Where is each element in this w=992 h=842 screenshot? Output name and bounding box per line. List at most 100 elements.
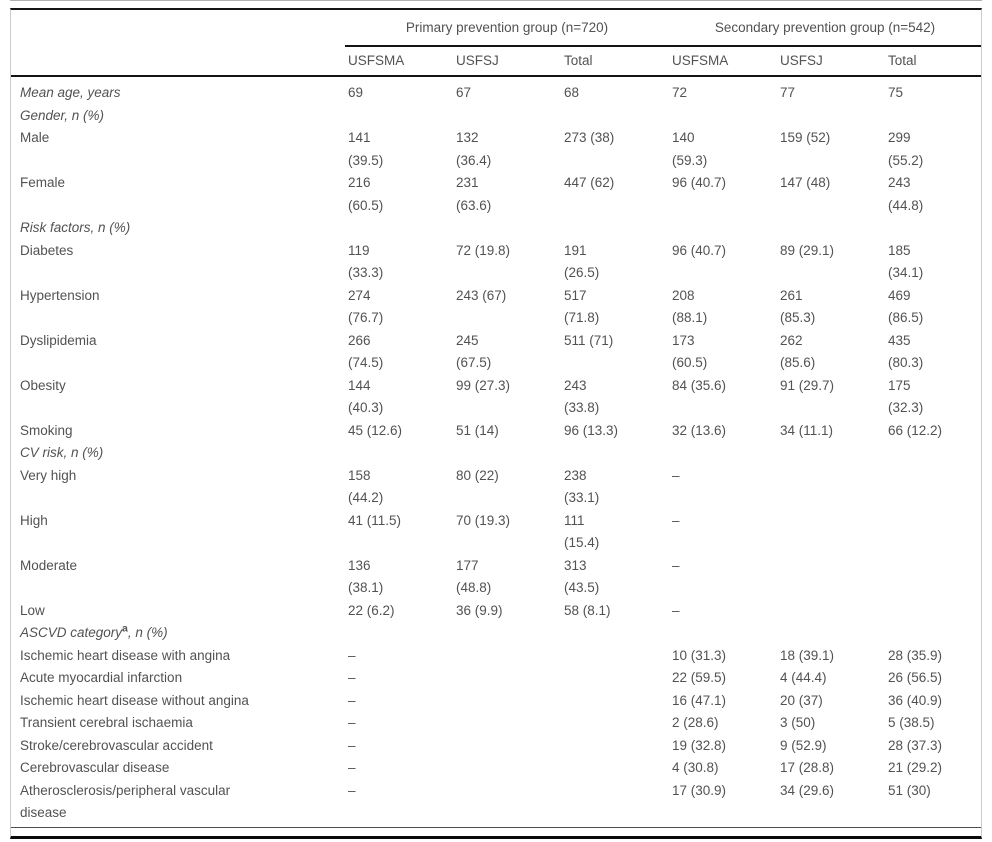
data-cell: 4 (44.4) xyxy=(780,670,827,685)
data-cell: 3 (50) xyxy=(780,715,816,730)
data-cell: 9 (52.9) xyxy=(780,737,827,753)
data-cell: 299 (55.2) xyxy=(888,130,924,168)
data-cell: 21 (29.2) xyxy=(888,760,943,775)
row-label: Obesity xyxy=(11,375,345,420)
data-cell: 77 xyxy=(780,85,796,100)
data-cell xyxy=(345,622,453,645)
data-cell xyxy=(453,217,561,240)
table-row: Risk factors, n (%) xyxy=(11,217,981,240)
data-cell: 208 (88.1) xyxy=(672,287,708,326)
column-header-total-secondary: Total xyxy=(885,46,981,77)
row-label: Atherosclerosis/peripheral vascular dise… xyxy=(11,780,345,825)
data-cell: 469 (86.5) xyxy=(888,287,924,326)
group-header-primary: Primary prevention group (n=720) xyxy=(345,10,669,47)
data-cell: 136 (38.1) xyxy=(348,557,384,596)
table-row: Stroke/cerebrovascular accident – 19 (32.8… xyxy=(11,735,981,758)
group-header-row: Primary prevention group (n=720) Seconda… xyxy=(11,10,981,47)
data-cell: 84 (35.6) xyxy=(672,377,727,393)
data-cell xyxy=(885,600,981,623)
data-cell xyxy=(777,105,885,128)
table-row: Gender, n (%) xyxy=(11,105,981,128)
row-label-text: CV risk, n (%) xyxy=(20,445,104,460)
data-cell: 75 xyxy=(888,85,904,100)
data-cell: 19 (32.8) xyxy=(672,737,727,753)
data-cell xyxy=(885,465,981,510)
data-cell: – xyxy=(348,715,356,730)
data-cell xyxy=(453,712,561,735)
data-cell: 175 (32.3) xyxy=(888,377,924,416)
data-cell: 216 (60.5) xyxy=(348,175,384,213)
row-label: Gender, n (%) xyxy=(11,105,345,128)
row-label-text: Male xyxy=(20,130,50,145)
data-cell xyxy=(885,510,981,555)
column-header-usfsj-primary: USFSJ xyxy=(453,46,561,77)
table-row: Transient cerebral ischaemia – 2 (28.6) 3 (… xyxy=(11,712,981,735)
data-cell: 91 (29.7) xyxy=(780,377,835,393)
table-row: ASCVD categorya, n (%) xyxy=(11,622,981,645)
row-label-text: Risk factors, n (%) xyxy=(20,220,131,235)
data-cell: 262 (85.6) xyxy=(780,332,816,371)
data-cell: 22 (59.5) xyxy=(672,670,727,685)
data-cell xyxy=(345,217,453,240)
column-header-total-primary: Total xyxy=(561,46,669,77)
row-label-text: Very high xyxy=(20,467,77,483)
data-cell: 140 (59.3) xyxy=(672,130,708,168)
data-cell: 51 (14) xyxy=(456,422,499,438)
table-row: Male 141 (39.5) 132 (36.4) 273 (38) 140 (59.… xyxy=(11,127,981,172)
row-label: Diabetes xyxy=(11,240,345,285)
table-row: Hypertension 274 (76.7) 243 (67) 517 (71.8)… xyxy=(11,285,981,330)
data-cell: 34 (11.1) xyxy=(780,422,834,438)
row-label: Mean age, years xyxy=(11,76,345,105)
data-cell xyxy=(561,780,669,825)
data-cell: 158 (44.2) xyxy=(348,467,384,506)
table-row: Acute myocardial infarction – 22 (59.5) 4 (… xyxy=(11,667,981,690)
data-cell xyxy=(777,555,885,600)
data-cell xyxy=(669,622,777,645)
data-cell: 261 (85.3) xyxy=(780,287,816,326)
row-label-text: Stroke/cerebrovascular accident xyxy=(20,737,213,753)
data-cell: 51 (30) xyxy=(888,782,931,798)
data-cell xyxy=(561,105,669,128)
data-cell xyxy=(885,105,981,128)
data-cell: 69 xyxy=(348,85,364,100)
data-cell: 96 (40.7) xyxy=(672,175,727,190)
data-cell: 80 (22) xyxy=(456,467,499,483)
row-label: Hypertension xyxy=(11,285,345,330)
table-row: Ischemic heart disease without angina – 16… xyxy=(11,690,981,713)
data-cell: 34 (29.6) xyxy=(780,782,835,798)
data-cell: 36 (9.9) xyxy=(456,602,503,618)
row-label: Risk factors, n (%) xyxy=(11,217,345,240)
row-label-text: Low xyxy=(20,602,45,618)
data-cell: 36 (40.9) xyxy=(888,692,943,708)
data-cell xyxy=(561,645,669,668)
data-cell xyxy=(453,757,561,780)
row-label: ASCVD categorya, n (%) xyxy=(11,622,345,645)
data-cell xyxy=(561,690,669,713)
data-cell: 511 (71) xyxy=(564,332,614,348)
data-cell: 243 (67) xyxy=(456,287,507,303)
row-label-text: Cerebrovascular disease xyxy=(20,760,170,775)
data-cell xyxy=(453,667,561,690)
row-label: Female xyxy=(11,172,345,217)
data-cell xyxy=(777,600,885,623)
baseline-characteristics-table: Primary prevention group (n=720) Seconda… xyxy=(11,10,981,825)
data-cell xyxy=(453,442,561,465)
data-cell xyxy=(885,555,981,600)
data-cell: 132 (36.4) xyxy=(456,130,492,168)
empty-corner-cell xyxy=(11,10,345,46)
data-cell xyxy=(669,442,777,465)
row-label: Ischemic heart disease without angina xyxy=(11,690,345,713)
data-cell xyxy=(777,622,885,645)
table-row: Low 22 (6.2) 36 (9.9) 58 (8.1) – xyxy=(11,600,981,623)
data-cell: 96 (40.7) xyxy=(672,242,727,258)
data-cell: 67 xyxy=(456,85,472,100)
row-label-text: Hypertension xyxy=(20,287,100,303)
data-cell: 243 (33.8) xyxy=(564,377,600,416)
table-row: Dyslipidemia 266 (74.5) 245 (67.5) 511 (71)… xyxy=(11,330,981,375)
data-cell xyxy=(453,645,561,668)
data-cell: 22 (6.2) xyxy=(348,602,395,618)
data-cell: – xyxy=(348,670,356,685)
data-cell xyxy=(453,105,561,128)
data-cell: 70 (19.3) xyxy=(456,512,511,528)
